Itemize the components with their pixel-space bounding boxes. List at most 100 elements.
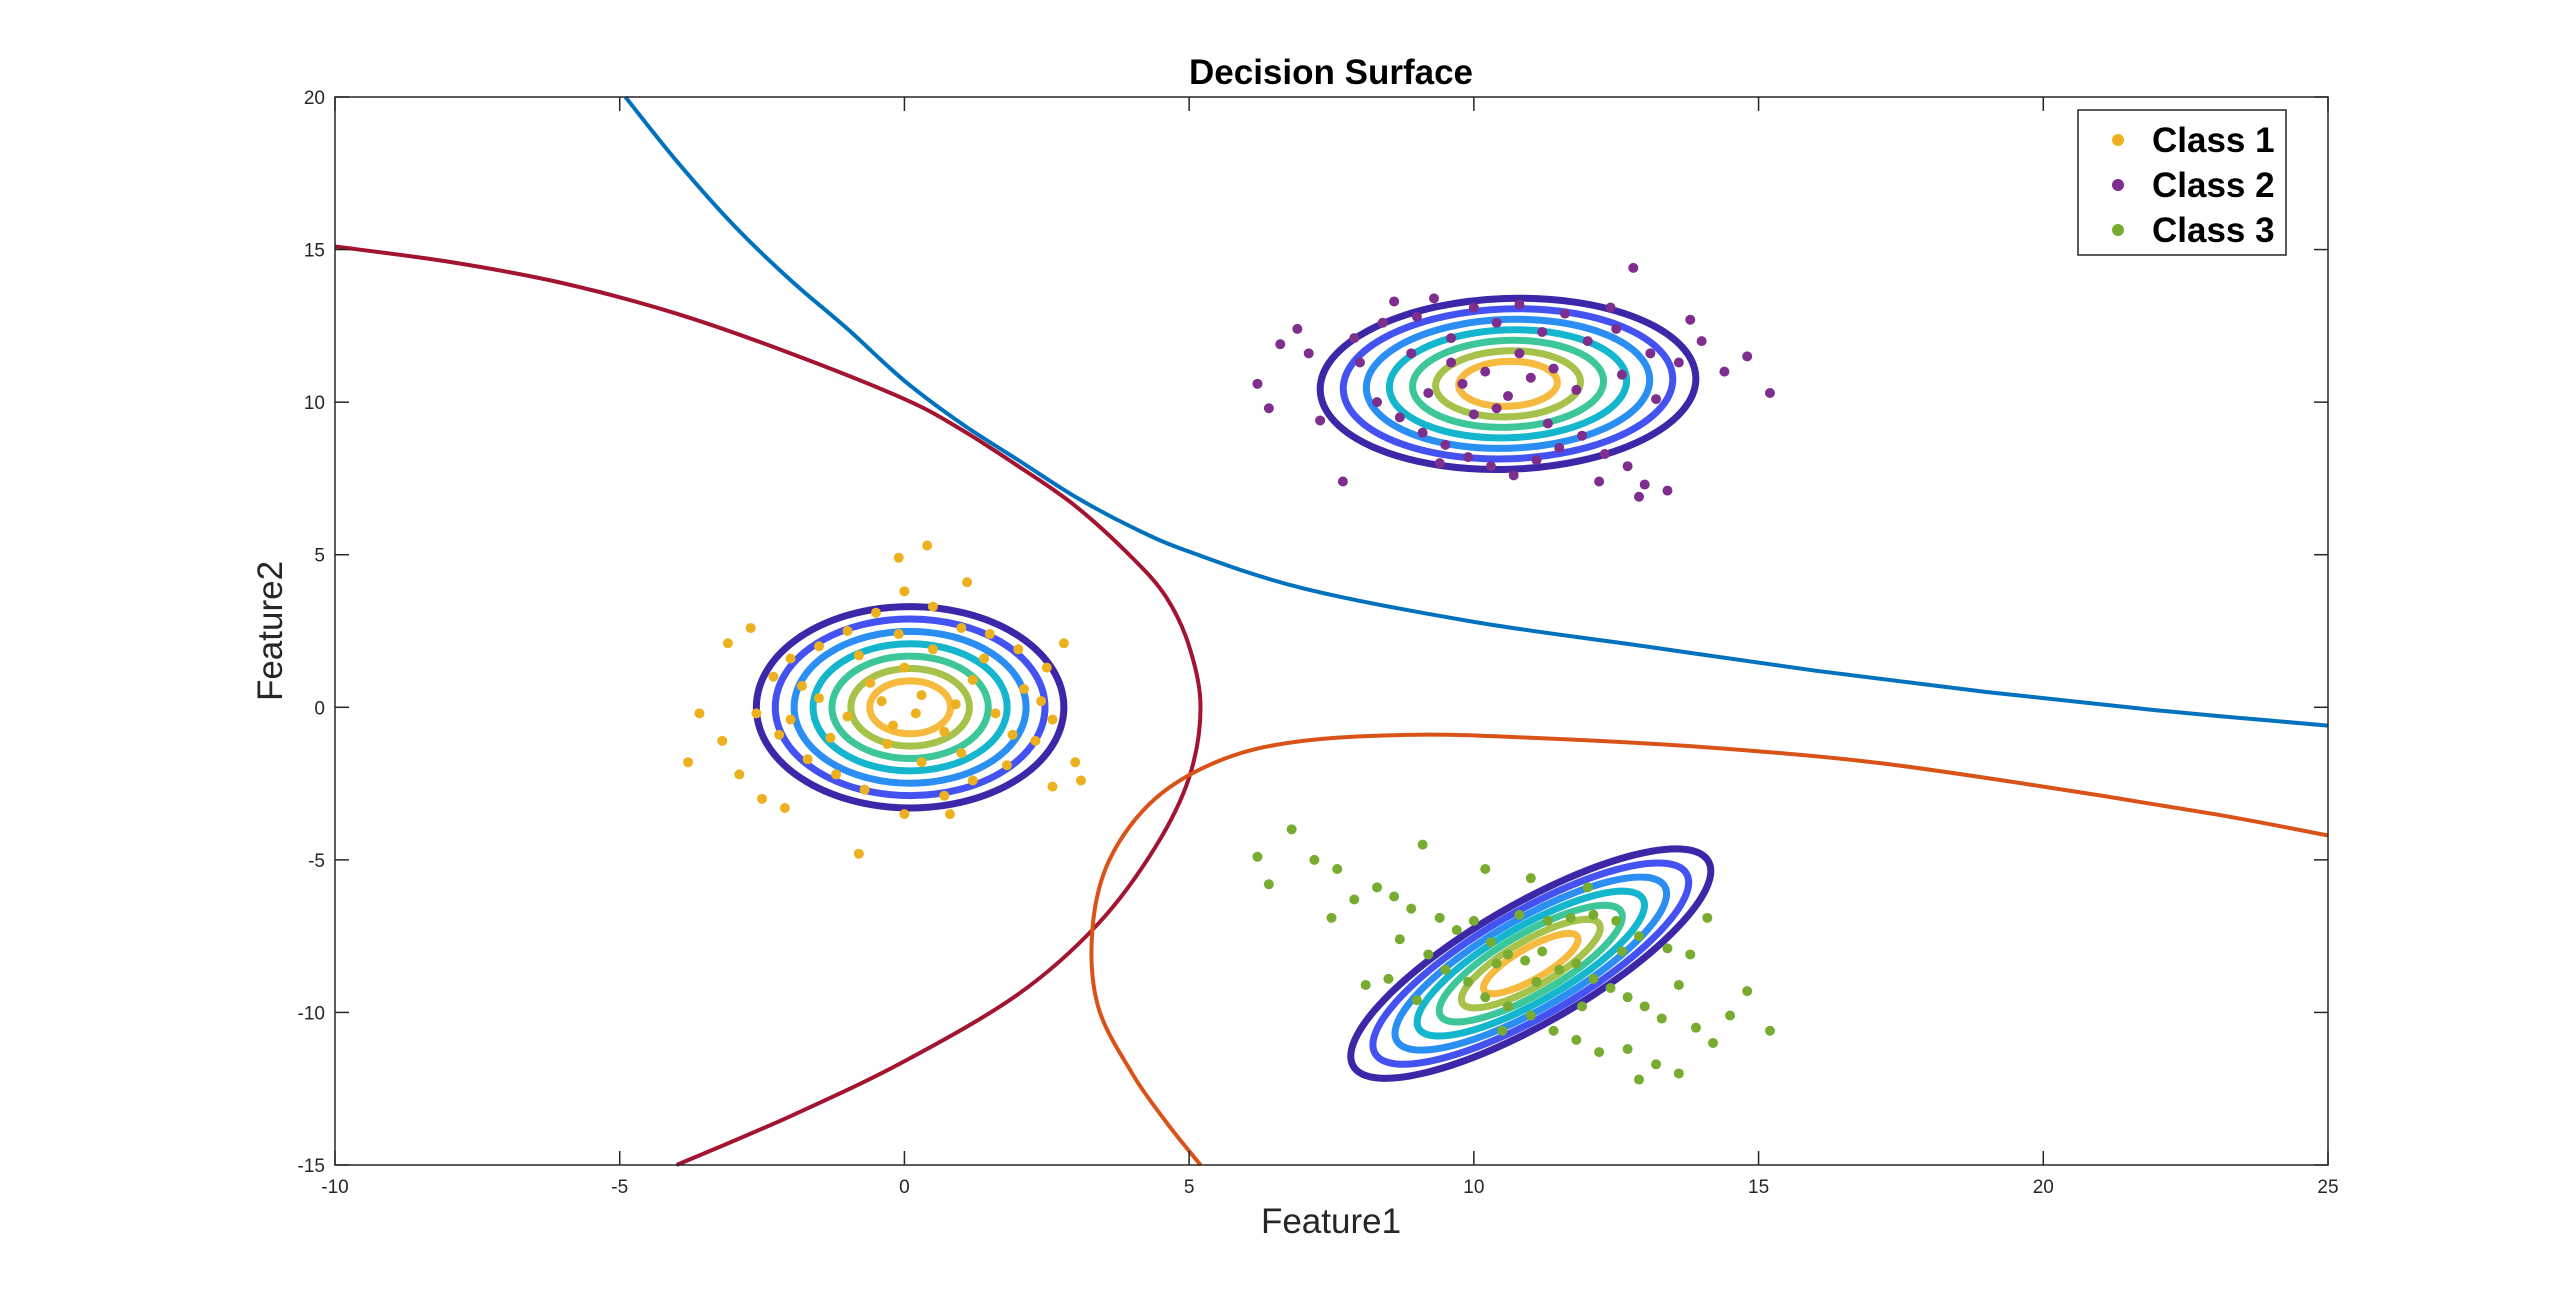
data-point (1542, 418, 1553, 429)
data-point (1354, 357, 1365, 368)
data-point (1685, 949, 1696, 960)
data-point (831, 769, 842, 780)
data-point (1588, 909, 1599, 920)
data-point (1252, 378, 1263, 389)
data-point (1673, 357, 1684, 368)
data-point (1446, 357, 1457, 368)
data-point (1252, 851, 1263, 862)
legend-label: Class 3 (2152, 211, 2275, 250)
data-point (1434, 912, 1445, 923)
data-point (1440, 964, 1451, 975)
contour-ring (771, 615, 1049, 800)
x-tick-label: -10 (321, 1177, 348, 1198)
data-point (1611, 323, 1622, 334)
data-point (1372, 882, 1383, 893)
x-tick-label: 15 (1748, 1177, 1769, 1198)
contour-group (752, 603, 1068, 812)
data-point (1605, 983, 1616, 994)
data-point (1582, 882, 1593, 893)
contour-ring (1339, 305, 1677, 463)
contour-ring (1385, 326, 1631, 442)
data-point (1633, 491, 1644, 502)
data-point (1554, 964, 1565, 975)
data-point (1542, 915, 1553, 926)
data-point (1058, 638, 1069, 649)
data-point (1645, 348, 1656, 359)
legend-marker (2112, 134, 2124, 146)
data-point (1019, 683, 1030, 694)
data-point (956, 748, 967, 759)
data-point (1639, 1001, 1650, 1012)
x-tick-label: 10 (1463, 1177, 1484, 1198)
data-point (1491, 958, 1502, 969)
data-point (1662, 943, 1673, 954)
data-point (1605, 302, 1616, 313)
data-point (1491, 403, 1502, 414)
contour-ring (1409, 336, 1608, 431)
data-point (1468, 915, 1479, 926)
data-point (1503, 1001, 1514, 1012)
data-point (1548, 363, 1559, 374)
data-point (1622, 461, 1633, 472)
data-point (927, 644, 938, 655)
data-point (1263, 879, 1274, 890)
data-point (757, 793, 768, 804)
data-point (1742, 351, 1753, 362)
data-point (956, 622, 967, 633)
y-tick-label: 5 (314, 546, 325, 567)
data-point (910, 708, 921, 719)
data-point (944, 809, 955, 820)
contour-ring (1391, 873, 1671, 1054)
data-point (1468, 409, 1479, 420)
y-tick-label: -15 (298, 1156, 325, 1177)
data-point (785, 653, 796, 664)
data-point (1007, 729, 1018, 740)
data-point (893, 552, 904, 563)
y-tick-label: 0 (314, 698, 325, 719)
data-point (842, 626, 853, 636)
data-point (1673, 979, 1684, 990)
data-point (1001, 760, 1012, 771)
contour-ring (1362, 315, 1654, 452)
data-point (1628, 262, 1639, 273)
data-point (899, 809, 910, 820)
series-points (1252, 824, 1775, 1085)
data-point (1616, 946, 1627, 957)
data-point (1440, 439, 1451, 450)
data-point (1263, 403, 1274, 414)
data-point (825, 732, 836, 743)
data-point (1332, 864, 1343, 875)
data-point (1673, 1068, 1684, 1079)
y-axis-label: Feature2 (251, 561, 290, 701)
data-point (1639, 479, 1650, 490)
data-point (1394, 412, 1405, 423)
data-point (1577, 430, 1588, 441)
data-point (802, 754, 813, 765)
data-point (1070, 757, 1081, 768)
data-point (1047, 714, 1058, 725)
x-axis-label: Feature1 (1261, 1202, 1401, 1241)
data-point (1571, 384, 1582, 395)
data-point (1594, 476, 1605, 487)
data-point (1525, 1010, 1536, 1021)
series-points (683, 540, 1086, 859)
y-tick-label: 15 (304, 241, 325, 262)
data-point (1468, 302, 1479, 313)
data-point (990, 708, 1001, 719)
data-point (1406, 903, 1417, 914)
data-point (1520, 955, 1531, 966)
data-point (1571, 1034, 1582, 1045)
data-point (1309, 854, 1320, 865)
data-point (1719, 366, 1730, 377)
data-point (785, 714, 796, 725)
data-point (1428, 293, 1439, 304)
data-point (751, 708, 762, 719)
contour-ring (809, 640, 1011, 775)
contour-ring (847, 664, 973, 750)
data-point (1377, 317, 1388, 328)
contour-layer (752, 294, 1715, 1082)
data-point (1389, 891, 1400, 902)
data-point (1286, 824, 1297, 835)
data-point (1389, 296, 1400, 307)
data-point (1423, 949, 1434, 960)
